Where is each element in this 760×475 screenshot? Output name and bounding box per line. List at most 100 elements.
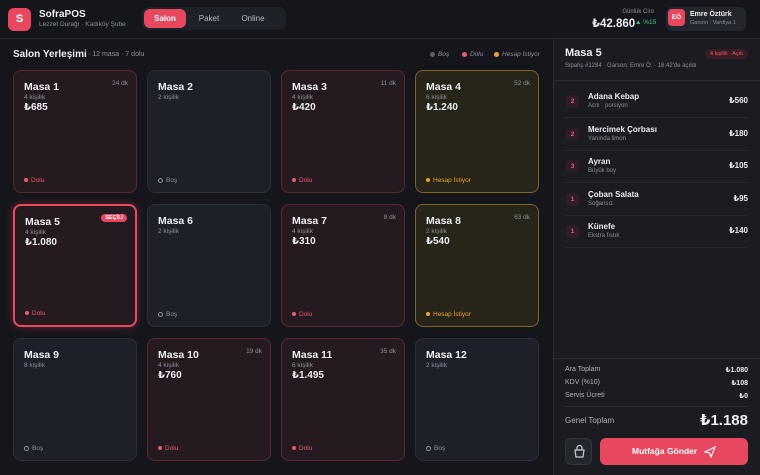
item-name: Künefe [588, 222, 616, 231]
floor-summary: · 12 masa · 7 dolu [88, 51, 145, 58]
item-name: Ayran [588, 157, 611, 166]
table-name: Masa 1 [24, 81, 60, 93]
order-title: Masa 5 [565, 47, 602, 59]
cart-icon [574, 444, 585, 458]
table-time: 24 dk [112, 80, 128, 87]
send-icon [703, 445, 717, 459]
table-amount: ₺1.495 [292, 370, 324, 381]
item-divider [564, 117, 748, 118]
table-name: Masa 8 [426, 215, 462, 227]
table-name: Masa 5 [25, 216, 61, 228]
item-divider [564, 182, 748, 183]
tab[interactable]: Salon [144, 9, 186, 28]
table-name: Masa 11 [292, 349, 333, 361]
table-capacity: 2 kişilik [158, 228, 179, 235]
logo: S [8, 8, 31, 31]
divider [554, 358, 760, 359]
avatar: EÖ [668, 9, 685, 26]
total-label: KDV (%10) [565, 379, 601, 386]
table-capacity: 2 kişilik [426, 362, 447, 369]
cart-button[interactable] [565, 438, 592, 465]
table-card[interactable]: Masa 12 2 kişilik Boş [415, 338, 539, 461]
item-note: Acılı · porsiyon [588, 103, 628, 109]
item-note: Büyük boy [588, 168, 617, 174]
user-name: Emre Öztürk [690, 11, 732, 18]
legend-dot [462, 52, 467, 57]
table-time: 8 dk [383, 214, 396, 221]
table-status: Boş [24, 445, 43, 452]
table-name: Masa 2 [158, 81, 194, 93]
item-note: Yanında limon [588, 135, 626, 142]
table-capacity: 2 kişilik [158, 94, 179, 101]
item-qty: 3 [566, 160, 579, 173]
table-name: Masa 7 [292, 215, 328, 227]
legend-label: Hesap İstiyor [502, 51, 540, 58]
table-status: Hesap İstiyor [426, 177, 471, 184]
table-card[interactable]: Masa 11 6 kişilik ₺1.495 35 dk Dolu [281, 338, 405, 461]
grand-total: ₺1.188 [700, 412, 748, 429]
table-status: Dolu [292, 445, 312, 452]
table-capacity: 8 kişilik [24, 362, 45, 369]
item-price: ₺140 [729, 226, 748, 235]
legend-label: Boş [438, 51, 450, 58]
table-amount: ₺420 [292, 102, 316, 113]
table-capacity: 4 kişilik [158, 362, 179, 369]
table-time: 52 dk [514, 80, 530, 87]
table-status: Boş [158, 177, 177, 184]
table-capacity: 4 kişilik [292, 94, 313, 101]
table-status: Dolu [24, 177, 44, 184]
revenue-change: ▲ %15 [635, 19, 657, 26]
item-note: Ekstra fıstık [588, 233, 620, 239]
table-capacity: 6 kişilik [426, 94, 447, 101]
item-name: Mercimek Çorbası [588, 124, 657, 134]
send-button[interactable]: Mutfağa Gönder [600, 438, 748, 465]
item-qty: 2 [566, 95, 579, 108]
item-qty: 1 [566, 225, 579, 238]
revenue-label: Günlük Ciro [622, 9, 654, 15]
item-price: ₺560 [729, 96, 748, 105]
table-amount: ₺1.240 [426, 102, 458, 113]
user-role: Garson · Vardiya 1 [690, 20, 736, 26]
table-status: Dolu [25, 310, 45, 317]
table-name: Masa 9 [24, 349, 60, 361]
total-label: Servis Ücreti [565, 392, 605, 399]
selected-badge: SEÇİLİ [101, 214, 127, 222]
table-amount: ₺760 [158, 370, 182, 381]
table-card[interactable]: Masa 10 4 kişilik ₺760 19 dk Dolu [147, 338, 271, 461]
legend-dot [494, 52, 499, 57]
tab[interactable]: Online [241, 14, 265, 23]
grand-total-label: Genel Toplam [565, 416, 615, 425]
table-capacity: 4 kişilik [24, 94, 45, 101]
table-name: Masa 10 [158, 349, 199, 361]
item-note: Soğansız [588, 200, 614, 207]
table-name: Masa 12 [426, 349, 467, 361]
total-value: ₺1.080 [725, 367, 748, 374]
divider [564, 406, 748, 407]
legend-label: Dolu [470, 51, 484, 58]
table-amount: ₺1.080 [25, 237, 57, 248]
item-divider [564, 149, 748, 151]
table-time: 19 dk [246, 348, 262, 355]
total-label: Ara Toplam [565, 366, 601, 373]
table-time: 35 dk [380, 348, 396, 355]
table-amount: ₺685 [24, 102, 48, 113]
item-qty: 1 [566, 192, 579, 206]
order-badge: 4 kişilik · Açık [704, 49, 748, 59]
table-capacity: 2 kişilik [426, 228, 447, 235]
send-label: Mutfağa Gönder [632, 446, 698, 456]
table-time: 63 dk [514, 214, 530, 221]
item-price: ₺180 [729, 128, 748, 138]
item-name: Çoban Salata [588, 189, 639, 199]
header-divider [0, 38, 760, 39]
tab[interactable]: Paket [198, 14, 220, 23]
